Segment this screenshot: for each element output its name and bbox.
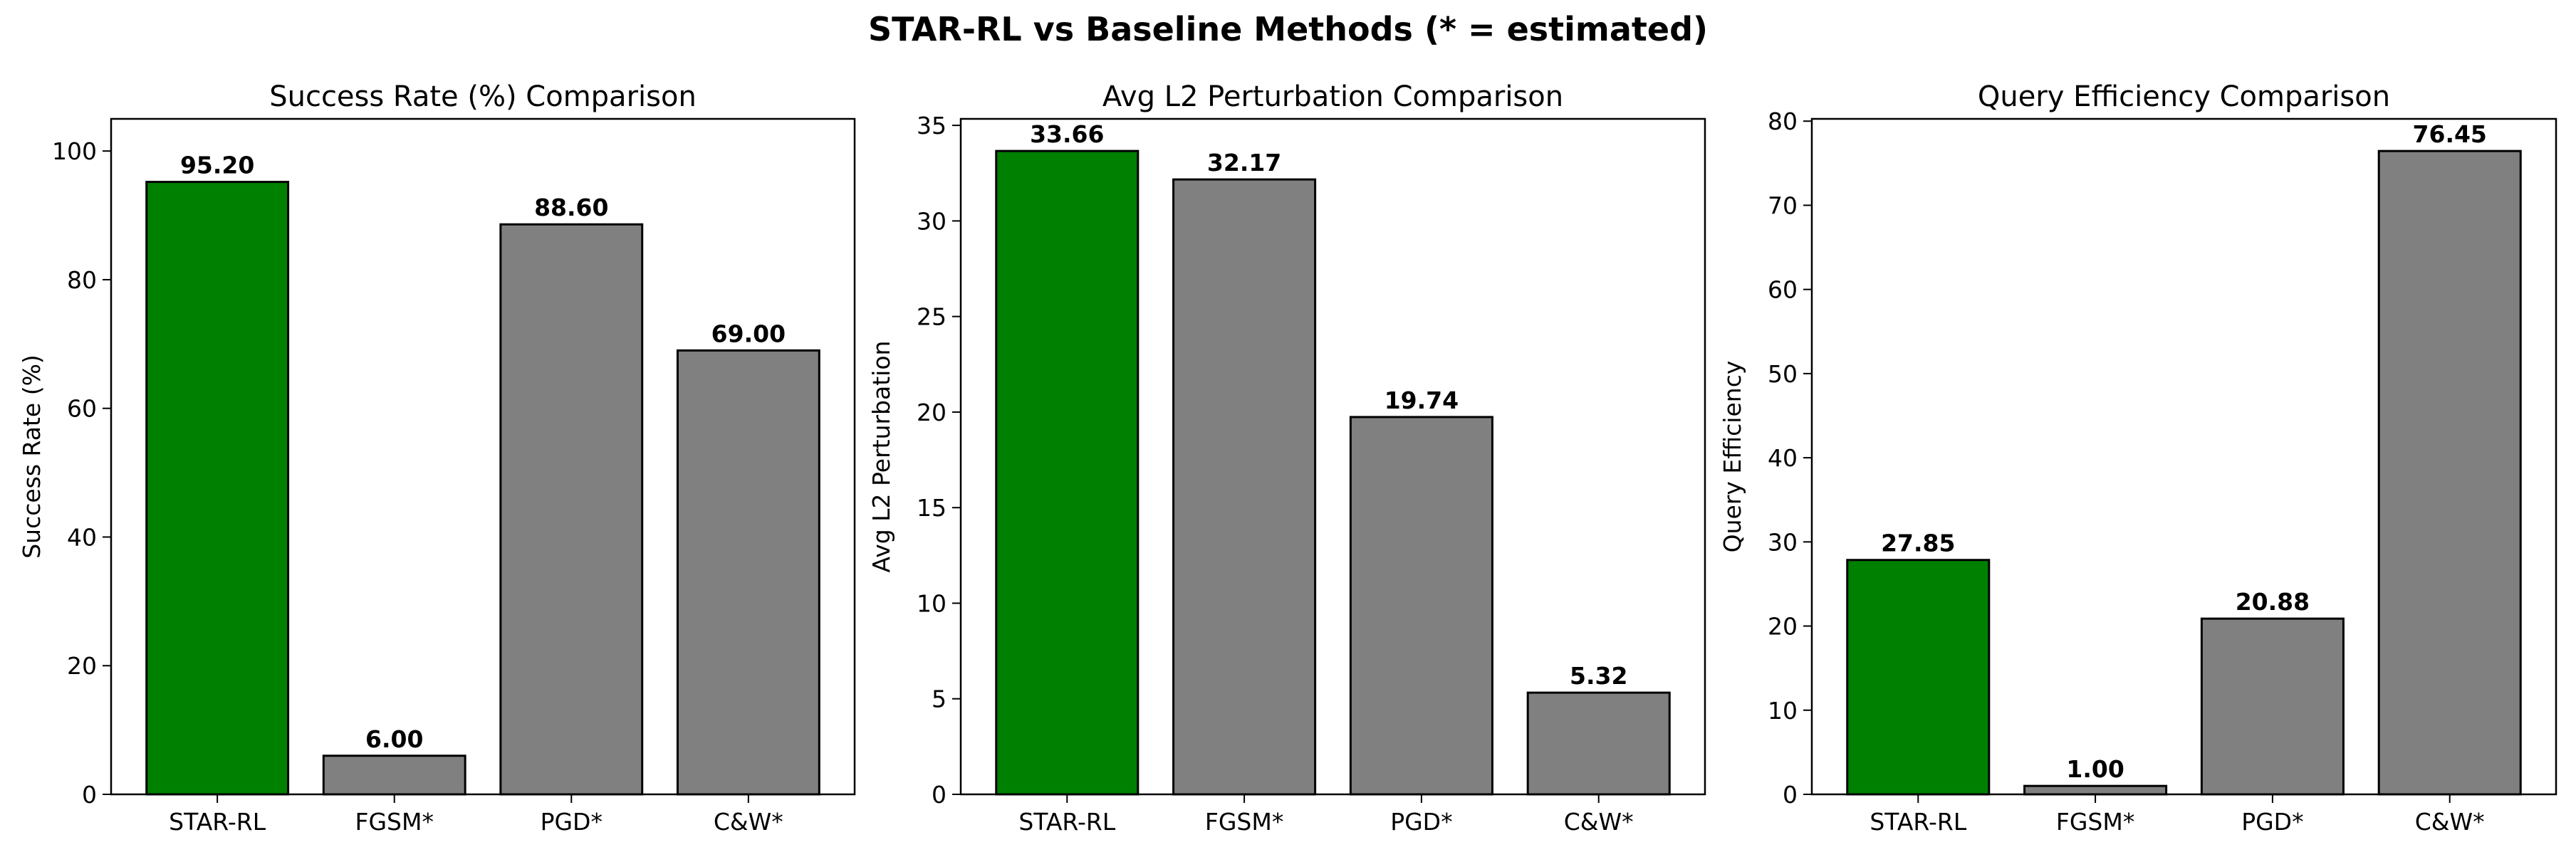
bar-value-label: 1.00	[2066, 755, 2124, 783]
y-tick-label: 25	[917, 303, 947, 331]
y-tick-label: 30	[917, 207, 947, 235]
x-tick-label: STAR-RL	[1870, 808, 1967, 836]
y-tick-label: 50	[1768, 360, 1798, 388]
bar-pgd	[499, 223, 644, 796]
bar-fgsm	[1172, 178, 1317, 796]
bar-fgsm	[2023, 784, 2168, 796]
y-tick-label: 35	[917, 112, 947, 140]
x-tick-label: C&W*	[2415, 808, 2485, 836]
y-tick-label: 40	[67, 523, 97, 551]
x-tick-label: PGD*	[1390, 808, 1452, 836]
chart-title: Success Rate (%) Comparison	[269, 80, 697, 113]
y-tick-label: 20	[917, 399, 947, 426]
x-tick-label: FGSM*	[2056, 808, 2134, 836]
y-axis-label: Avg L2 Perturbation	[867, 341, 895, 573]
figure-title: STAR-RL vs Baseline Methods (* = estimat…	[867, 10, 1709, 48]
panel-avg-l2-perturbation: Avg L2 Perturbation Comparison Avg L2 Per…	[867, 80, 1706, 836]
panel-query-efficiency: Query Efficiency Comparison Query Efficie…	[1719, 80, 2557, 836]
y-axis-label: Success Rate (%)	[18, 354, 46, 559]
x-tick-label: C&W*	[1564, 808, 1634, 836]
bar-value-label: 88.60	[534, 194, 608, 221]
x-tick-label: PGD*	[2241, 808, 2303, 836]
bar-pgd	[2200, 617, 2345, 796]
y-tick-label: 80	[67, 266, 97, 294]
bar-c-w	[1526, 691, 1671, 796]
bar-value-label: 6.00	[365, 725, 423, 753]
bar-star-rl	[995, 149, 1140, 796]
x-tick-label: STAR-RL	[169, 808, 266, 836]
bar-c-w	[2377, 149, 2522, 796]
bar-value-label: 19.74	[1385, 386, 1459, 414]
y-tick-label: 15	[917, 494, 947, 522]
plot-frame	[959, 117, 1706, 796]
y-tick-label: 0	[82, 781, 97, 809]
bar-value-label: 69.00	[711, 320, 786, 347]
x-tick-label: C&W*	[714, 808, 783, 836]
bar-value-label: 32.17	[1207, 149, 1281, 177]
y-tick-label: 70	[1768, 191, 1798, 219]
plot-frame	[110, 117, 856, 796]
y-tick-label: 0	[932, 781, 947, 809]
y-tick-label: 10	[917, 589, 947, 617]
y-tick-label: 20	[67, 652, 97, 680]
bar-value-label: 27.85	[1881, 530, 1955, 557]
y-tick-label: 100	[52, 137, 97, 165]
chart-title: Avg L2 Perturbation Comparison	[1102, 80, 1563, 113]
y-axis-label: Query Efficiency	[1719, 361, 1746, 553]
bar-c-w	[676, 349, 820, 796]
y-tick-label: 30	[1768, 528, 1798, 556]
plot-frame	[1810, 117, 2557, 796]
x-tick-label: STAR-RL	[1018, 808, 1116, 836]
y-tick-label: 60	[67, 395, 97, 423]
bar-star-rl	[1846, 559, 1991, 796]
y-tick-label: 60	[1768, 276, 1798, 304]
chart-title: Query Efficiency Comparison	[1978, 80, 2390, 113]
x-tick-label: PGD*	[541, 808, 603, 836]
y-tick-label: 5	[932, 685, 947, 713]
x-tick-label: FGSM*	[355, 808, 433, 836]
bar-value-label: 95.20	[180, 152, 254, 179]
y-tick-label: 40	[1768, 444, 1798, 472]
bar-star-rl	[145, 181, 290, 796]
x-tick-label: FGSM*	[1205, 808, 1283, 836]
y-tick-label: 10	[1768, 697, 1798, 725]
bar-value-label: 20.88	[2236, 588, 2310, 616]
panel-success-rate: Success Rate (%) Comparison Success Rate …	[18, 80, 856, 836]
y-tick-label: 0	[1783, 781, 1798, 809]
y-tick-label: 20	[1768, 613, 1798, 641]
y-tick-label: 80	[1768, 107, 1798, 135]
bar-pgd	[1349, 416, 1493, 796]
bar-value-label: 5.32	[1570, 662, 1627, 690]
bar-fgsm	[322, 754, 466, 796]
bar-value-label: 33.66	[1030, 120, 1104, 148]
bar-value-label: 76.45	[2413, 120, 2487, 148]
